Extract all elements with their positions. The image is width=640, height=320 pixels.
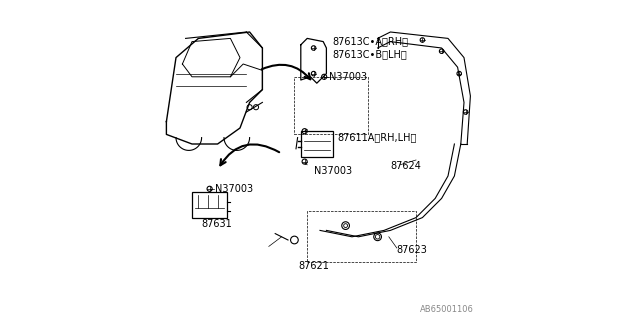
Text: 87623: 87623	[397, 244, 428, 255]
Text: 87624: 87624	[390, 161, 421, 172]
Bar	[192, 192, 227, 218]
Text: 87611A〈RH,LH〉: 87611A〈RH,LH〉	[338, 132, 417, 142]
Text: 87613C•B〈LH〉: 87613C•B〈LH〉	[333, 49, 408, 60]
Text: N37003: N37003	[314, 166, 352, 176]
Text: 87621: 87621	[298, 260, 329, 271]
Text: AB65001106: AB65001106	[420, 305, 474, 314]
Text: 87631: 87631	[202, 219, 232, 229]
Text: 87613C•A〈RH〉: 87613C•A〈RH〉	[333, 36, 409, 47]
Text: N37003: N37003	[329, 72, 367, 82]
Text: N37003: N37003	[215, 184, 253, 194]
Bar	[301, 131, 333, 157]
